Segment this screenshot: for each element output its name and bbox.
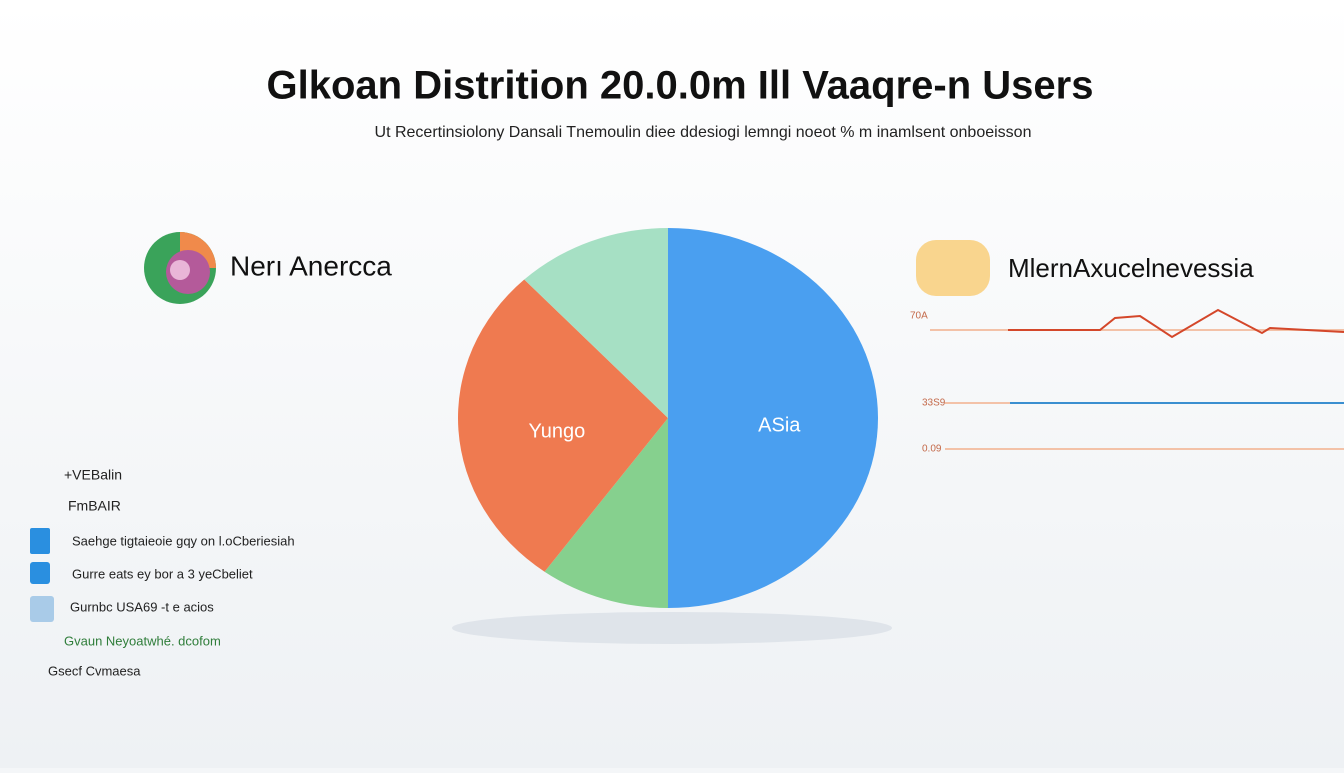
- slice-label: Yungo: [529, 421, 586, 443]
- line-label: 0.09: [922, 444, 942, 455]
- right-lines: [930, 308, 1344, 450]
- chart-subtitle: Ut Recertinsiolony Dansali Tnemoulin die…: [375, 124, 1032, 141]
- list-item: +VEBalin: [64, 467, 122, 483]
- line-label: 33S9: [922, 398, 946, 409]
- pie-shadow: [452, 612, 892, 644]
- pie-slice: [524, 228, 668, 418]
- pie-slice: [668, 228, 878, 608]
- left-heading: Nerı Anercca: [230, 250, 392, 281]
- pie-slice: [544, 418, 668, 608]
- slice-label: ASia: [758, 414, 801, 436]
- right-icon: [916, 240, 990, 296]
- list-item: Saehge tigtaieoie gqy on l.oCberiesiah: [72, 533, 295, 548]
- list-item: Gvaun Neyoatwhé. dcofom: [64, 633, 221, 648]
- list-item: FmBAIR: [68, 498, 121, 514]
- list-item: Gsecf Cvmaesa: [48, 663, 141, 678]
- pie-slice: [458, 279, 668, 572]
- right-heading: MlernAxucelnevessia: [1008, 253, 1254, 283]
- list-icon: [30, 528, 50, 554]
- chart-title: Glkoan Distrition 20.0.0m Ill Vaaqre-n U…: [267, 64, 1094, 108]
- list-icon: [30, 562, 50, 584]
- line-label: 70A: [910, 311, 928, 322]
- list-icon: [30, 596, 54, 622]
- list-item: Gurnbc USA69 -t e acios: [70, 599, 214, 614]
- list-item: Gurre eats ey bor a 3 yeCbeliet: [72, 566, 253, 581]
- left-icon: [144, 232, 216, 304]
